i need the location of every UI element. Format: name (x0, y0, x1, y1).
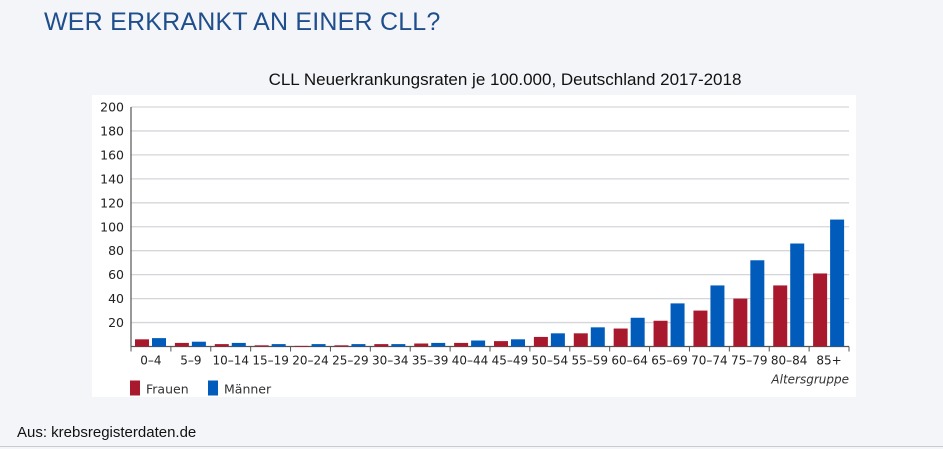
y-tick-label: 40 (108, 291, 124, 306)
bar-männer (391, 344, 406, 347)
bar-männer (351, 344, 366, 347)
x-tick-label: 60–64 (611, 354, 648, 368)
x-tick-label: 80–84 (771, 354, 808, 368)
bar-männer (630, 317, 645, 347)
x-tick-label: 0–4 (140, 354, 161, 368)
bar-männer (511, 339, 525, 347)
y-tick-label: 20 (108, 315, 124, 330)
bar-männer (830, 219, 845, 347)
y-tick-label: 140 (100, 171, 124, 186)
bar-frauen (533, 336, 548, 347)
bar-männer (471, 340, 486, 347)
bar-männer (750, 260, 765, 347)
bar-frauen (214, 344, 229, 347)
chart-container: 20 40 60 80 100 120 140 160 180 200 0–4 5–9 10–14 15–… (92, 95, 856, 397)
y-tick-label: 180 (100, 123, 124, 138)
x-axis-label: Altersgruppe (770, 373, 849, 387)
bar-männer (191, 341, 206, 347)
x-tick-label: 30–34 (372, 354, 409, 368)
bar-frauen (693, 310, 708, 347)
bar-männer (271, 344, 286, 347)
bar-frauen (613, 328, 628, 347)
x-tick-label: 40–44 (452, 354, 489, 368)
x-tick-label: 55–59 (571, 354, 608, 368)
bar-männer (152, 338, 166, 347)
bar-frauen (174, 342, 189, 347)
bar-frauen (733, 298, 748, 347)
y-tick-label: 60 (108, 267, 124, 282)
legend-swatch-männer (208, 380, 218, 396)
y-tick-label: 80 (108, 243, 124, 258)
x-tick-label: 65–69 (651, 354, 688, 368)
bar-frauen (773, 285, 788, 347)
bar-frauen (573, 333, 588, 347)
bar-frauen (813, 273, 828, 347)
bar-männer (790, 243, 805, 347)
bar-frauen (254, 345, 269, 347)
bar-männer (311, 344, 326, 347)
bar-frauen (414, 343, 429, 347)
bar-frauen (454, 342, 469, 347)
source-note: Aus: krebsregisterdaten.de (17, 424, 197, 441)
x-tick-label: 85+ (816, 354, 841, 368)
bar-männer (710, 285, 725, 347)
x-tick-label: 75–79 (731, 354, 768, 368)
x-tick-label: 70–74 (691, 354, 728, 368)
bar-frauen (334, 345, 349, 347)
legend-swatch-frauen (130, 380, 140, 396)
x-tick-label: 20–24 (292, 354, 329, 368)
y-tick-label: 100 (100, 219, 124, 234)
x-tick-label: 35–39 (412, 354, 449, 368)
chart-title: CLL Neuerkrankungsraten je 100.000, Deut… (268, 70, 742, 89)
bar-frauen (653, 320, 668, 347)
bar-männer (670, 303, 685, 347)
page-title: WER ERKRANKT AN EINER CLL? (44, 8, 441, 36)
bar-männer (550, 333, 565, 347)
y-tick-label: 200 (100, 100, 124, 115)
bar-chart: 20 40 60 80 100 120 140 160 180 200 0–4 5–9 10–14 15–… (100, 100, 850, 397)
x-tick-label: 15–19 (252, 354, 289, 368)
x-tick-label: 50–54 (532, 354, 569, 368)
bar-frauen (135, 339, 149, 347)
bar-frauen (494, 341, 508, 347)
divider (0, 446, 943, 447)
y-tick-label: 120 (100, 195, 124, 210)
x-tick-label: 10–14 (212, 354, 249, 368)
x-tick-label: 25–29 (332, 354, 369, 368)
legend-label: Männer (224, 382, 272, 397)
bar-frauen (294, 345, 309, 347)
legend-label: Frauen (146, 382, 189, 397)
bar-männer (231, 342, 246, 347)
bar-frauen (374, 344, 389, 347)
x-tick-label: 5–9 (180, 354, 201, 368)
x-tick-label: 45–49 (492, 354, 529, 368)
bar-männer (431, 342, 446, 347)
bar-männer (590, 327, 605, 347)
y-tick-label: 160 (100, 147, 124, 162)
